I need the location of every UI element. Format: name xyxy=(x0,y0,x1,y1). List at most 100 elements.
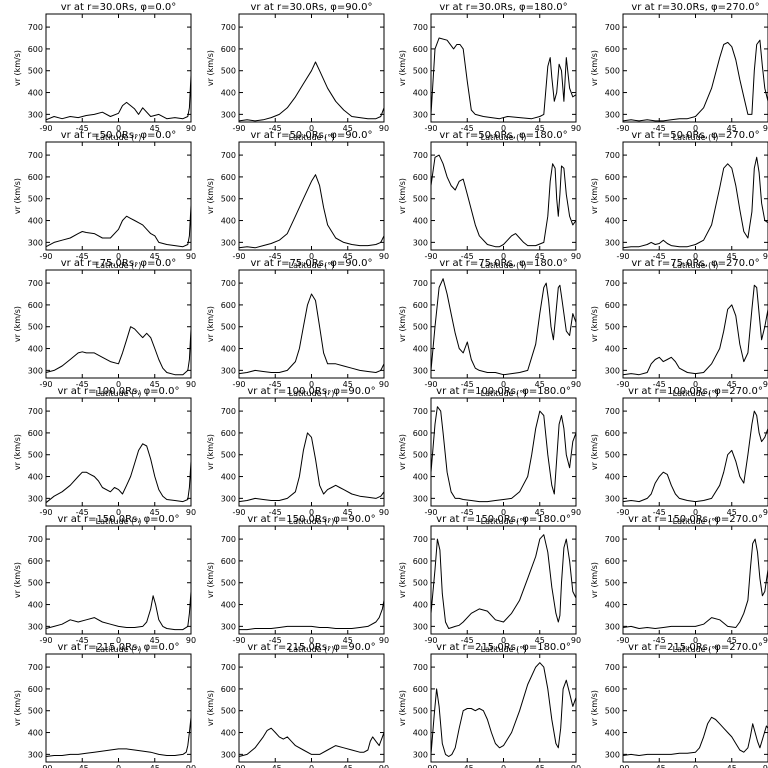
panel-5: vr at r=50.0Rs, φ=0.0° -90 -45 0 45 90 300 400 5… xyxy=(13,130,196,270)
y-tick-label: 400 xyxy=(413,217,428,226)
y-tick-label: 300 xyxy=(221,622,236,631)
x-tick-label: 90 xyxy=(763,252,768,261)
y-tick-label: 700 xyxy=(28,535,43,544)
series-line xyxy=(430,37,577,120)
y-axis-label: vr (km/s) xyxy=(398,306,407,342)
x-tick-label: -45 xyxy=(76,508,89,517)
y-tick-label: 300 xyxy=(605,238,620,247)
x-axis-label: Latitude (°) xyxy=(481,389,527,398)
x-tick-label: 45 xyxy=(727,124,737,133)
y-tick-label: 300 xyxy=(221,750,236,759)
x-tick-label: 45 xyxy=(727,380,737,389)
y-tick-label: 500 xyxy=(28,451,43,460)
x-tick-label: -90 xyxy=(232,252,245,261)
y-tick-label: 700 xyxy=(413,151,428,160)
x-tick-label: 45 xyxy=(343,508,353,517)
x-tick-label: -90 xyxy=(232,124,245,133)
panel-title: vr at r=50.0Rs, φ=180.0° xyxy=(439,130,567,141)
y-tick-label: 300 xyxy=(605,622,620,631)
x-tick-label: -45 xyxy=(269,124,282,133)
series-line xyxy=(430,662,577,757)
y-tick-label: 500 xyxy=(413,195,428,204)
x-tick-label: -45 xyxy=(653,252,666,261)
x-tick-label: -90 xyxy=(424,764,437,768)
y-tick-label: 400 xyxy=(413,729,428,738)
y-tick-label: 500 xyxy=(221,67,236,76)
x-tick-label: 90 xyxy=(379,124,389,133)
x-tick-label: 0 xyxy=(693,124,698,133)
x-tick-label: 0 xyxy=(693,252,698,261)
y-tick-label: 600 xyxy=(28,429,43,438)
y-tick-label: 600 xyxy=(28,45,43,54)
x-tick-label: 0 xyxy=(501,252,506,261)
y-axis-label: vr (km/s) xyxy=(590,562,599,598)
x-tick-label: 0 xyxy=(693,508,698,517)
plot-frame xyxy=(238,525,385,635)
x-tick-label: 45 xyxy=(727,508,737,517)
x-tick-label: -90 xyxy=(39,252,52,261)
y-tick-label: 400 xyxy=(28,729,43,738)
plot-frame xyxy=(238,653,385,763)
series-line xyxy=(238,174,385,249)
panel-title: vr at r=150.0Rs, φ=270.0° xyxy=(628,514,763,525)
y-tick-label: 300 xyxy=(28,110,43,119)
x-tick-label: 45 xyxy=(727,636,737,645)
y-axis-label: vr (km/s) xyxy=(590,50,599,86)
x-tick-label: 45 xyxy=(343,380,353,389)
panel-7: vr at r=50.0Rs, φ=180.0° -90 -45 0 45 90 300 40… xyxy=(398,130,581,270)
x-tick-label: -45 xyxy=(461,252,474,261)
series-line xyxy=(430,534,577,629)
x-axis-label: Latitude (°) xyxy=(481,517,527,526)
x-tick-label: 90 xyxy=(186,764,196,768)
x-axis-label: Latitude (°) xyxy=(481,645,527,654)
y-tick-label: 500 xyxy=(605,707,620,716)
x-tick-label: 0 xyxy=(501,508,506,517)
panel-title: vr at r=100.0Rs, φ=0.0° xyxy=(58,386,180,397)
x-tick-label: -90 xyxy=(616,380,629,389)
series-line xyxy=(45,205,192,248)
y-axis-label: vr (km/s) xyxy=(206,434,215,470)
x-tick-label: 0 xyxy=(309,764,314,768)
series-line xyxy=(45,443,192,504)
y-tick-label: 400 xyxy=(413,473,428,482)
panel-16: vr at r=100.0Rs, φ=270.0° -90 -45 0 45 90 300 4… xyxy=(590,386,768,526)
x-tick-label: 45 xyxy=(150,124,160,133)
x-tick-label: 0 xyxy=(116,380,121,389)
x-tick-label: -45 xyxy=(653,508,666,517)
y-tick-label: 600 xyxy=(605,173,620,182)
plot-frame xyxy=(45,525,192,635)
x-tick-label: -90 xyxy=(616,252,629,261)
y-tick-label: 600 xyxy=(221,301,236,310)
panel-20: vr at r=150.0Rs, φ=270.0° -90 -45 0 45 90 300 4… xyxy=(590,514,768,654)
y-axis-label: vr (km/s) xyxy=(206,50,215,86)
x-tick-label: 45 xyxy=(535,764,545,768)
plot-frame xyxy=(45,13,192,123)
x-tick-label: 0 xyxy=(693,636,698,645)
x-tick-label: 90 xyxy=(571,380,581,389)
y-tick-label: 300 xyxy=(28,750,43,759)
x-tick-label: 45 xyxy=(343,764,353,768)
y-tick-label: 600 xyxy=(605,429,620,438)
x-axis-label: Latitude (°) xyxy=(96,389,142,398)
y-axis-label: vr (km/s) xyxy=(13,178,22,214)
x-tick-label: -45 xyxy=(269,636,282,645)
x-tick-label: -90 xyxy=(424,636,437,645)
y-tick-label: 400 xyxy=(605,217,620,226)
series-line xyxy=(622,410,768,503)
panel-title: vr at r=75.0Rs, φ=270.0° xyxy=(631,258,759,269)
x-tick-label: 0 xyxy=(693,380,698,389)
y-axis-label: vr (km/s) xyxy=(398,690,407,726)
y-axis-label: vr (km/s) xyxy=(398,434,407,470)
y-tick-label: 500 xyxy=(221,323,236,332)
y-tick-label: 600 xyxy=(221,429,236,438)
y-tick-label: 400 xyxy=(605,345,620,354)
x-tick-label: 45 xyxy=(535,380,545,389)
y-tick-label: 700 xyxy=(413,663,428,672)
plot-frame xyxy=(430,525,577,635)
x-tick-label: 45 xyxy=(150,764,160,768)
y-tick-label: 700 xyxy=(28,407,43,416)
x-tick-label: 45 xyxy=(343,124,353,133)
y-tick-label: 300 xyxy=(221,494,236,503)
x-tick-label: -90 xyxy=(616,508,629,517)
